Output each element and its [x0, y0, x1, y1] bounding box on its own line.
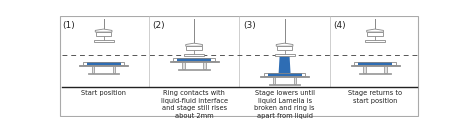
Bar — [170, 61, 219, 62]
Bar — [358, 62, 392, 65]
Bar — [294, 77, 296, 84]
Bar — [363, 66, 366, 73]
Bar — [88, 73, 119, 74]
Polygon shape — [186, 43, 203, 46]
Bar — [360, 73, 391, 74]
Polygon shape — [276, 43, 293, 46]
Text: Start position: Start position — [81, 90, 126, 96]
Bar — [113, 66, 115, 73]
Bar — [275, 54, 295, 56]
Bar — [273, 77, 276, 84]
Bar — [178, 69, 210, 70]
Text: Stage lowers until
liquid Lamella is
broken and ring is
apart from liquid: Stage lowers until liquid Lamella is bro… — [255, 90, 315, 119]
Bar — [177, 58, 211, 61]
Bar — [354, 62, 396, 65]
Bar — [79, 65, 128, 66]
Bar — [183, 62, 185, 69]
Text: (3): (3) — [243, 21, 256, 30]
Bar — [368, 32, 382, 36]
Bar — [186, 46, 202, 50]
Text: Ring contacts with
liquid-fluid interface
and stage still rises
about 2mm: Ring contacts with liquid-fluid interfac… — [161, 90, 227, 119]
Bar — [268, 73, 302, 76]
Text: (1): (1) — [62, 21, 75, 30]
Bar — [269, 84, 300, 85]
Bar — [384, 66, 387, 73]
Polygon shape — [279, 56, 290, 73]
Text: Stage returns to
start position: Stage returns to start position — [348, 90, 402, 104]
Bar — [277, 46, 292, 50]
Bar — [92, 66, 94, 73]
Polygon shape — [367, 29, 383, 32]
Polygon shape — [95, 29, 112, 32]
Bar — [203, 62, 206, 69]
Bar — [96, 32, 111, 36]
Bar — [264, 73, 305, 76]
Text: (4): (4) — [333, 21, 346, 30]
Bar — [83, 62, 124, 65]
Bar — [86, 62, 120, 65]
Bar — [173, 58, 215, 61]
Bar — [351, 65, 400, 66]
Bar — [184, 54, 204, 56]
Text: (2): (2) — [153, 21, 165, 30]
Bar — [260, 76, 309, 77]
Bar — [94, 40, 113, 42]
Bar — [365, 40, 385, 42]
